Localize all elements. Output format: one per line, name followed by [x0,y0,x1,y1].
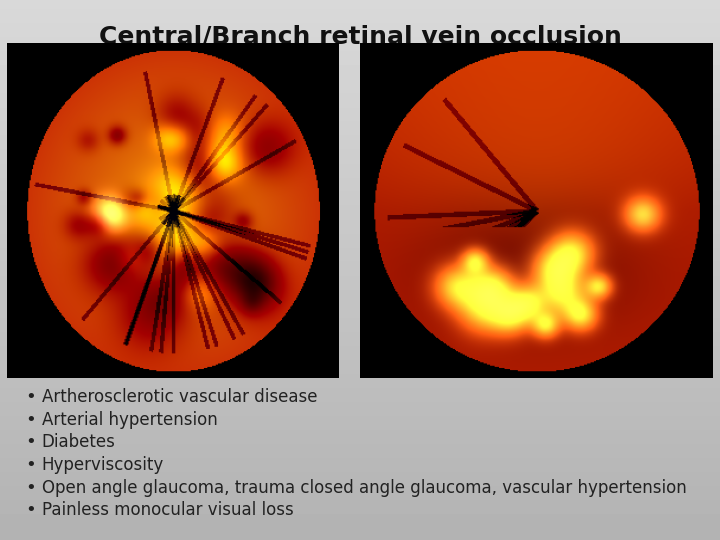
Text: Central/Branch retinal vein occlusion: Central/Branch retinal vein occlusion [99,24,621,48]
Text: •: • [25,478,36,497]
Text: Open angle glaucoma, trauma closed angle glaucoma, vascular hypertension: Open angle glaucoma, trauma closed angle… [42,478,686,497]
Text: Hyperviscosity: Hyperviscosity [42,456,164,474]
Text: Painless monocular visual loss: Painless monocular visual loss [42,501,294,519]
Text: Diabetes: Diabetes [42,433,116,451]
Text: •: • [25,388,36,406]
Text: Artherosclerotic vascular disease: Artherosclerotic vascular disease [42,388,318,406]
Text: Arterial hypertension: Arterial hypertension [42,410,217,429]
Text: •: • [25,410,36,429]
Text: •: • [25,433,36,451]
Text: •: • [25,501,36,519]
Text: •: • [25,456,36,474]
